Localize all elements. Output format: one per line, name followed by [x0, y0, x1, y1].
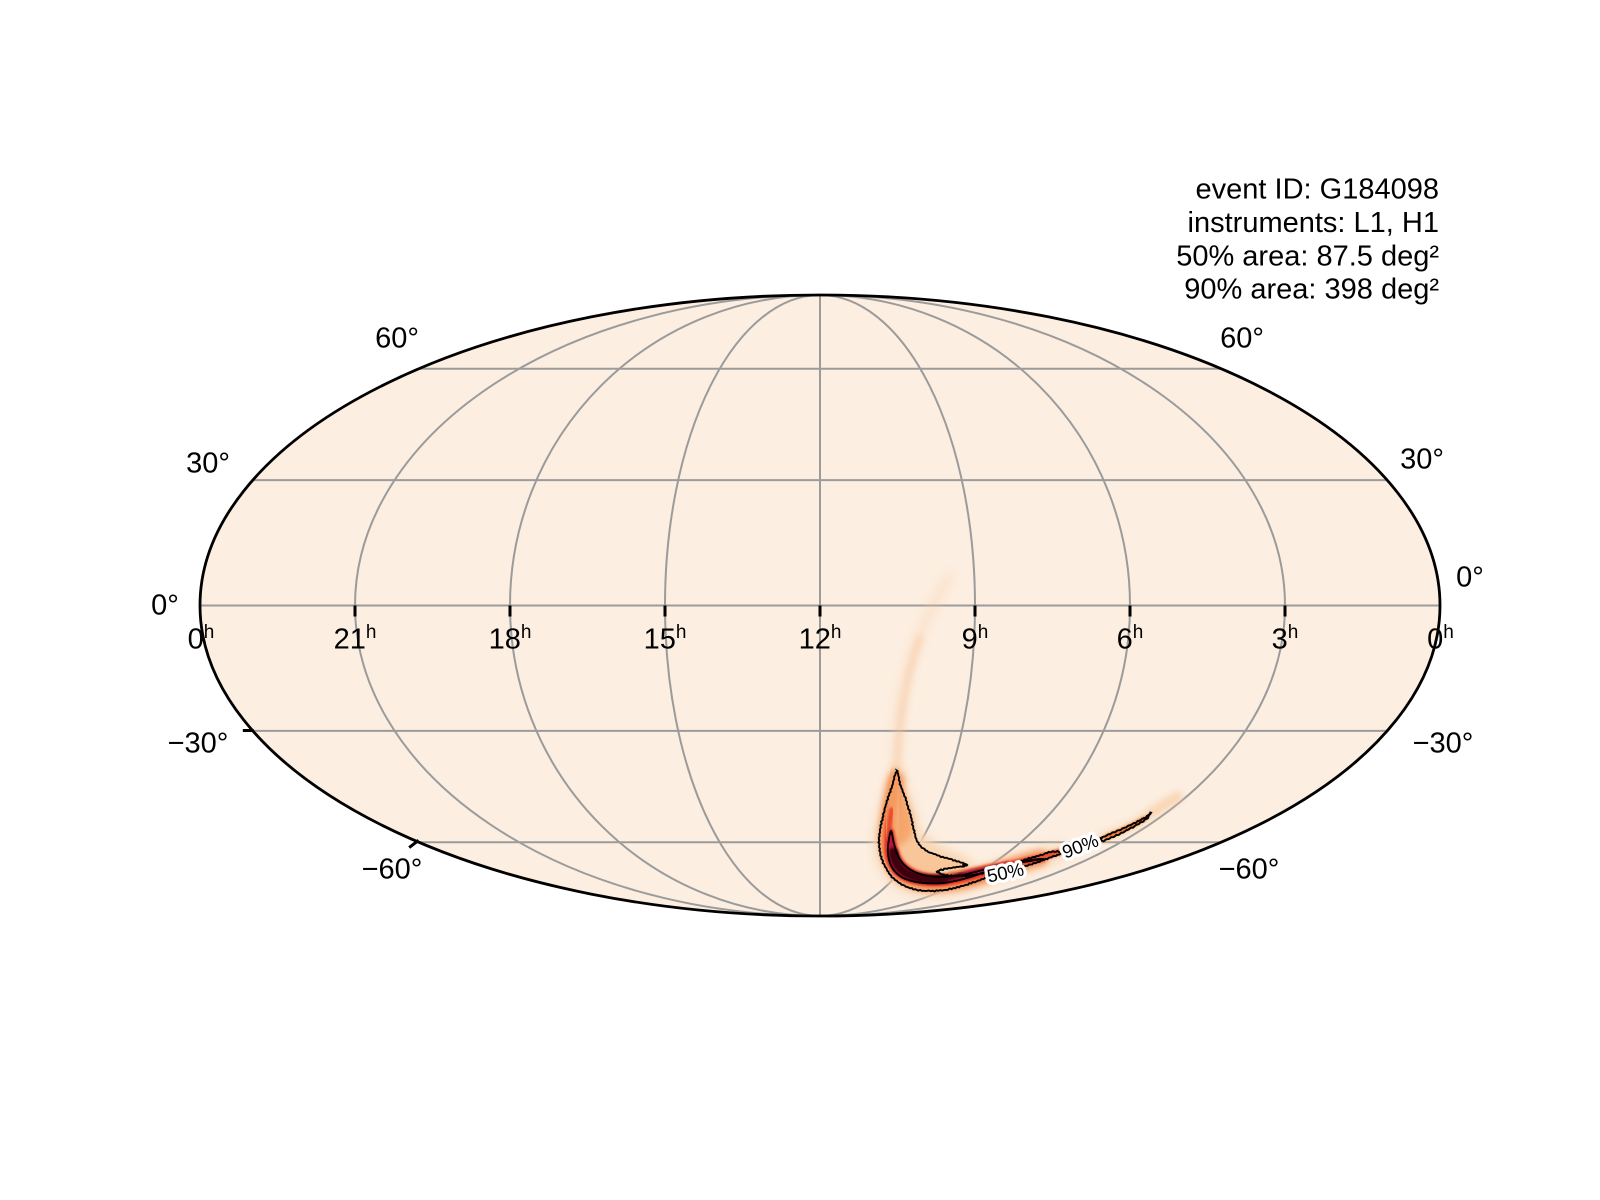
svg-text:3h: 3h: [1272, 622, 1299, 656]
svg-text:50% area: 87.5 deg²: 50% area: 87.5 deg²: [1176, 240, 1439, 272]
svg-text:−30°: −30°: [1413, 728, 1474, 760]
svg-text:−60°: −60°: [1219, 854, 1280, 886]
svg-text:instruments: L1, H1: instruments: L1, H1: [1188, 207, 1439, 239]
svg-text:event ID: G184098: event ID: G184098: [1196, 174, 1439, 206]
svg-text:30°: 30°: [186, 448, 230, 480]
svg-text:60°: 60°: [1220, 323, 1264, 355]
svg-text:60°: 60°: [375, 323, 419, 355]
svg-text:0°: 0°: [151, 590, 179, 622]
svg-text:30°: 30°: [1400, 444, 1444, 476]
svg-text:90% area: 398 deg²: 90% area: 398 deg²: [1184, 274, 1439, 306]
svg-text:9h: 9h: [962, 622, 989, 656]
svg-text:−60°: −60°: [362, 854, 423, 886]
svg-text:−30°: −30°: [168, 728, 229, 760]
svg-text:0°: 0°: [1456, 562, 1484, 594]
